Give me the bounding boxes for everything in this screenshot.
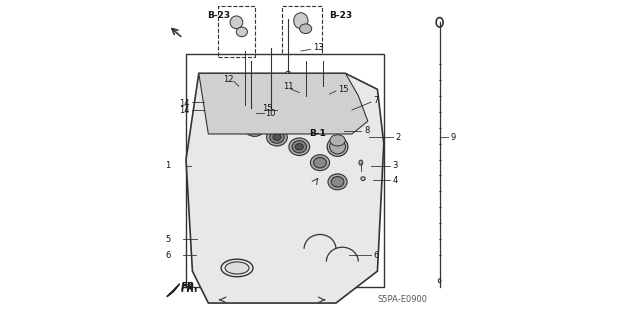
Text: 6: 6 bbox=[165, 251, 171, 260]
Text: 9: 9 bbox=[450, 133, 456, 142]
Ellipse shape bbox=[331, 177, 344, 187]
Ellipse shape bbox=[244, 119, 265, 137]
Text: 15: 15 bbox=[339, 85, 349, 94]
Text: 5: 5 bbox=[165, 235, 170, 244]
Ellipse shape bbox=[359, 160, 363, 165]
Ellipse shape bbox=[310, 155, 330, 171]
Ellipse shape bbox=[222, 113, 243, 130]
Ellipse shape bbox=[330, 135, 345, 146]
Text: 15: 15 bbox=[262, 104, 273, 113]
Ellipse shape bbox=[273, 134, 281, 140]
Ellipse shape bbox=[248, 106, 254, 111]
Text: 11: 11 bbox=[284, 82, 294, 91]
Ellipse shape bbox=[289, 138, 310, 155]
Ellipse shape bbox=[292, 141, 307, 153]
Text: B-23: B-23 bbox=[207, 11, 230, 20]
Text: FR.: FR. bbox=[181, 284, 199, 294]
Text: 6: 6 bbox=[374, 251, 379, 260]
Ellipse shape bbox=[243, 103, 248, 107]
Polygon shape bbox=[167, 284, 180, 297]
Ellipse shape bbox=[228, 118, 236, 124]
Ellipse shape bbox=[294, 13, 308, 29]
Bar bbox=[186, 54, 384, 287]
Ellipse shape bbox=[269, 131, 284, 143]
Ellipse shape bbox=[328, 174, 347, 190]
Ellipse shape bbox=[225, 262, 249, 274]
Ellipse shape bbox=[251, 124, 259, 131]
Ellipse shape bbox=[285, 71, 291, 76]
Ellipse shape bbox=[300, 24, 312, 33]
Ellipse shape bbox=[303, 94, 308, 98]
Text: 13: 13 bbox=[313, 43, 324, 52]
Bar bbox=[218, 6, 255, 57]
Text: B-23: B-23 bbox=[330, 11, 353, 20]
Ellipse shape bbox=[330, 139, 346, 154]
Text: 2: 2 bbox=[395, 133, 400, 142]
Ellipse shape bbox=[241, 111, 248, 116]
Text: 10: 10 bbox=[265, 109, 276, 118]
Ellipse shape bbox=[321, 84, 325, 88]
Text: 8: 8 bbox=[364, 126, 369, 135]
Ellipse shape bbox=[248, 122, 262, 134]
Ellipse shape bbox=[225, 115, 239, 127]
Polygon shape bbox=[199, 73, 368, 134]
Text: 1: 1 bbox=[165, 161, 170, 170]
Text: 14: 14 bbox=[179, 99, 189, 108]
Ellipse shape bbox=[268, 106, 273, 111]
Ellipse shape bbox=[327, 137, 348, 156]
Ellipse shape bbox=[236, 27, 248, 37]
Text: 3: 3 bbox=[393, 161, 398, 170]
Ellipse shape bbox=[230, 16, 243, 29]
Text: 14: 14 bbox=[179, 106, 189, 115]
Polygon shape bbox=[186, 73, 384, 303]
Ellipse shape bbox=[267, 128, 287, 146]
Text: 12: 12 bbox=[223, 75, 233, 84]
Text: FR.: FR. bbox=[181, 282, 199, 292]
Ellipse shape bbox=[314, 158, 326, 168]
Ellipse shape bbox=[361, 177, 365, 181]
Ellipse shape bbox=[295, 144, 303, 150]
Text: 4: 4 bbox=[393, 176, 398, 185]
Text: S5PA-E0900: S5PA-E0900 bbox=[378, 295, 428, 304]
Bar bbox=[282, 6, 321, 54]
Text: B-1: B-1 bbox=[309, 130, 326, 138]
Text: 7: 7 bbox=[374, 96, 379, 105]
Ellipse shape bbox=[248, 111, 255, 116]
